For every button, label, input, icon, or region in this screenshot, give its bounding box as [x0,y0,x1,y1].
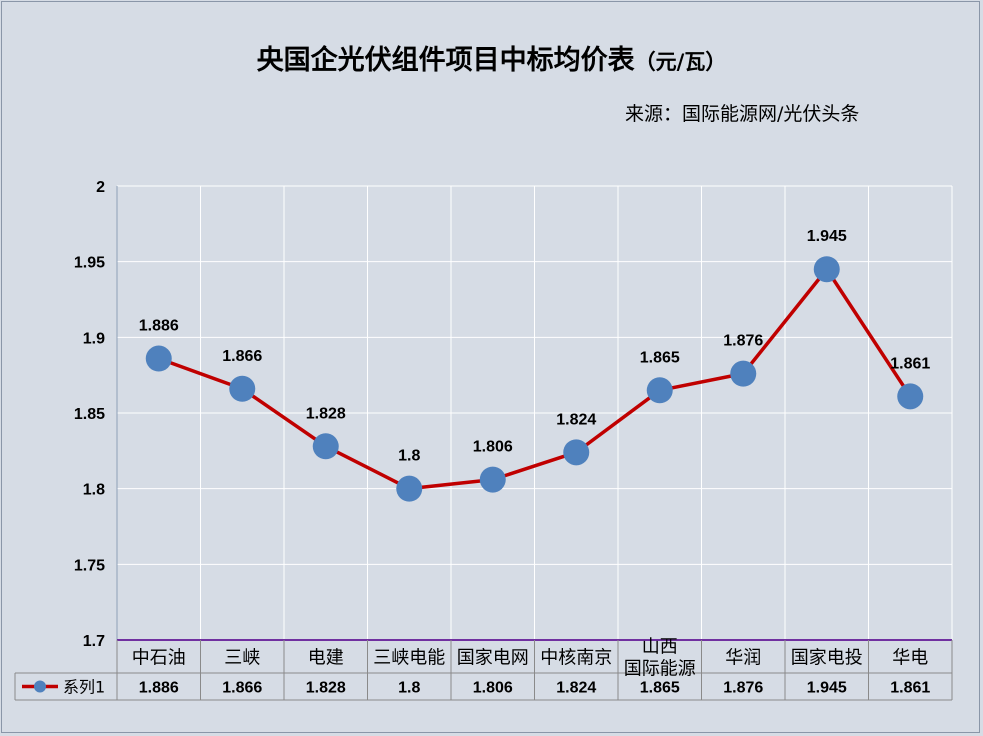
table-value: 1.886 [139,680,179,697]
x-category-label: 中石油 [132,648,186,669]
legend-series-name: 系列1 [63,678,105,697]
data-label: 1.824 [556,411,596,428]
data-label: 1.886 [139,318,179,335]
data-label: 1.828 [306,405,346,422]
y-tick-label: 1.85 [74,406,105,423]
table-value: 1.865 [640,680,680,697]
x-category-label: 国家电投 [791,648,863,669]
table-value: 1.861 [890,680,930,697]
y-tick-label: 1.7 [83,633,105,650]
data-point-marker [646,377,673,404]
data-point-marker [730,360,757,387]
table-value: 1.828 [306,680,346,697]
x-category-label: 三峡电能 [373,648,445,669]
source-label: 来源：国际能源网/光伏头条 [625,103,860,125]
table-value: 1.8 [398,680,420,697]
data-label: 1.865 [640,349,680,366]
data-point-marker [897,383,924,410]
chart-title: 央国企光伏组件项目中标均价表（元/瓦） [0,38,983,77]
x-category-label: 三峡 [224,648,260,669]
x-category-label: 中核南京 [540,648,612,669]
data-label: 1.945 [807,228,847,245]
axes: 2 1.95 1.9 1.85 1.8 1.75 1.7 [74,179,952,650]
x-category-label: 华电 [892,648,928,669]
data-point-marker [145,345,172,372]
x-category-label: 国际能源 [624,659,696,680]
y-tick-label: 1.95 [74,255,105,272]
data-point-marker [813,256,840,283]
series-line [158,267,912,491]
data-point-marker [396,475,423,502]
chart-title-text: 央国企光伏组件项目中标均价表 [256,45,635,76]
x-category-label: 山西 [642,637,678,658]
gridlines [116,185,953,641]
table-value: 1.945 [807,680,847,697]
chart-title-unit: （元/瓦） [634,50,727,74]
table-value: 1.866 [222,680,262,697]
data-label: 1.8 [398,448,420,465]
x-category-label: 国家电网 [457,648,529,669]
x-category-label: 华润 [725,648,761,669]
y-tick-label: 1.75 [74,557,105,574]
x-category-label: 电建 [308,648,344,669]
y-tick-label: 1.8 [83,482,105,499]
data-label: 1.866 [222,348,262,365]
data-point-marker [229,375,256,402]
data-point-marker [563,439,590,466]
data-point-marker [312,433,339,460]
data-point-marker [479,466,506,493]
table-value: 1.824 [556,680,596,697]
data-label: 1.876 [723,333,763,350]
y-tick-label: 1.9 [83,330,105,347]
data-label: 1.861 [890,355,930,372]
data-label: 1.806 [473,439,513,456]
y-tick-label: 2 [96,179,105,196]
table-value: 1.806 [473,680,513,697]
table-value: 1.876 [723,680,763,697]
legend-marker-icon [34,680,46,693]
series-1: 1.886 1.866 1.828 1.8 1.806 1.824 1.865 1.876 1.… [139,228,930,502]
